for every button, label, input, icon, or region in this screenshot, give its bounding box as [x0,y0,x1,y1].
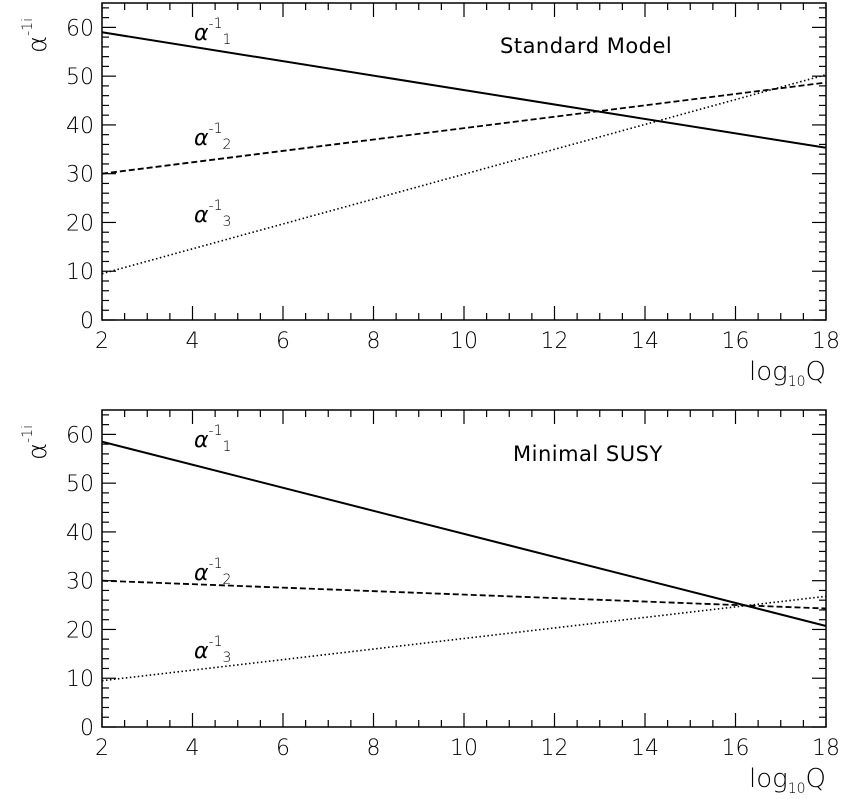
x-tick-label: 4 [186,736,200,761]
y-tick-label: 20 [66,618,94,643]
series-label-sub: 1 [222,32,231,48]
y-tick-label: 60 [66,423,94,448]
x-axis-title-sub: 10 [788,781,806,797]
y-tick-label: 40 [66,521,94,546]
x-tick-label: 12 [541,736,569,761]
y-tick-label: 30 [66,163,94,188]
series-line-1 [101,31,827,149]
series-label-base: α [194,428,209,453]
y-axis-title-base: α [23,36,53,53]
x-tick-label: 14 [631,736,659,761]
series-label-3: α-13 [194,198,231,230]
x-tick-label: 8 [367,329,381,354]
x-axis-title-tail: Q [806,764,826,794]
x-axis-title: log10Q [749,357,826,390]
y-tick-label: 50 [66,472,94,497]
y-tick-label: 30 [66,570,94,595]
x-tick-label: 18 [812,329,840,354]
series-label-sub: 3 [222,214,231,230]
series-label-sup: -1 [209,423,223,439]
x-tick-label: 16 [722,736,750,761]
series-label-1: α-11 [194,16,231,48]
y-axis-title-base: α [23,443,53,460]
y-tick-label: 20 [66,211,94,236]
x-tick-label: 4 [186,329,200,354]
y-tick-label: 0 [80,309,94,334]
x-tick-label: 18 [812,736,840,761]
x-tick-label: 14 [631,329,659,354]
y-tick-label: 60 [66,16,94,41]
series-label-base: α [194,21,209,46]
y-axis-title-sup: -1 [20,429,36,443]
chart-annotation: Standard Model [500,34,672,58]
x-tick-label: 10 [450,736,478,761]
series-label-sub: 2 [222,137,231,153]
panel-minimal-susy: 2 4 6 8 10 12 14 16 180102030405060log10Qα-1iMin… [20,409,840,797]
series-line-2 [101,81,827,175]
y-tick-label: 0 [80,716,94,741]
y-tick-label: 50 [66,65,94,90]
x-axis-title: log10Q [749,764,826,797]
series-label-base: α [194,203,209,228]
x-tick-label: 6 [276,329,290,354]
series-label-sub: 2 [222,572,231,588]
x-tick-label: 2 [95,736,109,761]
series-label-3: α-13 [194,634,231,666]
y-axis-title-sub: i [20,18,36,22]
series-label-1: α-11 [194,423,231,455]
x-tick-label: 6 [276,736,290,761]
y-axis-title: α-1i [20,425,53,460]
series-label-sup: -1 [209,121,223,137]
series-label-sup: -1 [209,556,223,572]
y-axis-title: α-1i [20,18,53,53]
chart-annotation: Minimal SUSY [513,442,663,466]
series-label-2: α-12 [194,556,231,588]
x-tick-label: 8 [367,736,381,761]
x-axis-title-tail: Q [806,357,826,387]
series-line-3 [101,595,827,682]
series-label-sup: -1 [209,634,223,650]
panel-standard-model: 2 4 6 8 10 12 14 16 180102030405060log10Qα-1iSta… [20,2,840,390]
series-label-base: α [194,561,209,586]
series-label-base: α [194,639,209,664]
series-label-sub: 3 [222,650,231,666]
y-axis-title-sub: i [20,425,36,429]
series-line-2 [101,579,827,610]
series-label-sup: -1 [209,198,223,214]
x-axis-title-main: log [749,357,788,387]
y-tick-label: 10 [66,260,94,285]
series-line-1 [101,440,827,627]
series-label-sup: -1 [209,16,223,32]
y-tick-label: 10 [66,667,94,692]
series-label-2: α-12 [194,121,231,153]
x-axis-title-sub: 10 [788,374,806,390]
y-tick-label: 40 [66,114,94,139]
x-tick-label: 16 [722,329,750,354]
x-tick-label: 12 [541,329,569,354]
series-label-sub: 1 [222,439,231,455]
x-tick-label: 2 [95,329,109,354]
series-line-3 [101,73,827,275]
y-axis-title-sup: -1 [20,22,36,36]
x-tick-label: 10 [450,329,478,354]
x-axis-title-main: log [749,764,788,794]
series-label-base: α [194,126,209,151]
